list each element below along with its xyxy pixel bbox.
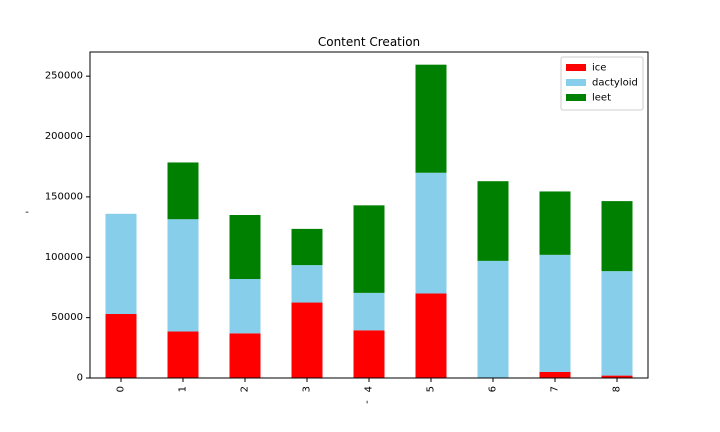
x-tick-label: 2 bbox=[240, 386, 251, 392]
y-tick-label: 250000 bbox=[45, 71, 83, 82]
x-tick-label: 1 bbox=[178, 386, 189, 392]
bar-leet-4 bbox=[353, 205, 385, 293]
legend-label-ice: ice bbox=[592, 63, 606, 74]
bar-ice-0 bbox=[105, 314, 137, 378]
x-tick-label: 0 bbox=[116, 386, 127, 392]
y-tick-label: 150000 bbox=[45, 191, 83, 202]
bar-dactyloid-7 bbox=[539, 254, 571, 372]
y-tick-label: 200000 bbox=[45, 131, 83, 142]
x-tick-label: 5 bbox=[426, 386, 437, 392]
x-tick-label: 8 bbox=[612, 386, 623, 392]
bar-ice-4 bbox=[353, 330, 385, 378]
x-axis-label: - bbox=[362, 400, 373, 404]
x-tick-label: 7 bbox=[550, 386, 561, 392]
x-tick-label: 4 bbox=[364, 386, 375, 392]
bar-dactyloid-4 bbox=[353, 292, 385, 331]
y-tick-label: 100000 bbox=[45, 252, 83, 263]
bar-ice-3 bbox=[291, 302, 323, 378]
legend-swatch-dactyloid bbox=[566, 79, 586, 86]
legend: ice dactyloid leet bbox=[560, 56, 644, 111]
axes-group: 0 1 2 3 4 5 6 7 8 0 50000 100000 150000 200000 250000 bbox=[45, 51, 649, 392]
bar-dactyloid-8 bbox=[601, 271, 633, 376]
legend-swatch-ice bbox=[566, 64, 586, 71]
y-tick-label: 0 bbox=[77, 373, 83, 384]
bar-leet-2 bbox=[229, 215, 261, 279]
bars-group bbox=[105, 64, 633, 378]
bar-ice-5 bbox=[415, 293, 447, 378]
y-tick-label: 50000 bbox=[51, 312, 83, 323]
plot-frame bbox=[89, 51, 649, 379]
legend-label-dactyloid: dactyloid bbox=[592, 78, 638, 89]
bar-dactyloid-5 bbox=[415, 172, 447, 294]
y-axis-label: - bbox=[25, 207, 29, 218]
chart-title: Content Creation bbox=[318, 35, 420, 49]
bar-ice-2 bbox=[229, 333, 261, 378]
bar-leet-1 bbox=[167, 162, 199, 220]
legend-label-leet: leet bbox=[592, 93, 611, 104]
bar-dactyloid-2 bbox=[229, 278, 261, 334]
bar-leet-6 bbox=[477, 181, 509, 261]
bar-leet-5 bbox=[415, 64, 447, 173]
bar-leet-7 bbox=[539, 191, 571, 255]
bar-ice-1 bbox=[167, 331, 199, 378]
bar-leet-8 bbox=[601, 201, 633, 272]
bar-ice-8 bbox=[601, 375, 633, 378]
bar-leet-3 bbox=[291, 228, 323, 266]
bar-dactyloid-6 bbox=[477, 260, 509, 378]
bar-dactyloid-3 bbox=[291, 265, 323, 303]
x-tick-label: 6 bbox=[488, 386, 499, 392]
bar-ice-7 bbox=[539, 371, 571, 378]
bar-dactyloid-1 bbox=[167, 219, 199, 332]
x-tick-label: 3 bbox=[302, 386, 313, 392]
legend-swatch-leet bbox=[566, 94, 586, 101]
bar-dactyloid-0 bbox=[105, 213, 137, 315]
